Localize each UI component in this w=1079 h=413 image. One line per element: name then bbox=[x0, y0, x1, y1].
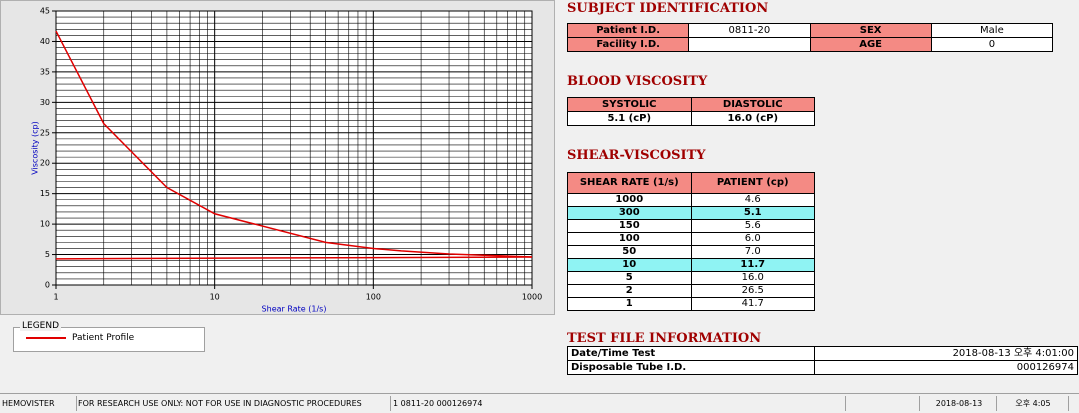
cell: Disposable Tube I.D. bbox=[567, 360, 815, 375]
cell: 16.0 (cP) bbox=[690, 111, 815, 126]
y-tick-label: 5 bbox=[45, 250, 50, 259]
section-title: SHEAR-VISCOSITY bbox=[567, 148, 706, 163]
chart: 0 5 10 15 20 25 30 35 40 45 1 10 100 1000 Shear Rate (… bbox=[31, 7, 543, 314]
cell: 10 bbox=[567, 258, 692, 272]
series-line bbox=[55, 256, 533, 260]
row: 1000 4.6 bbox=[567, 193, 815, 207]
testfile-table: Date/Time Test 2018-08-13 오후 4:01:00 Dispo… bbox=[567, 346, 1078, 375]
cell: 5 bbox=[567, 271, 692, 285]
shear-table: SHEAR RATE (1/s) PATIENT (cp) 1000 4.6 300 5.… bbox=[567, 172, 815, 311]
plot-area bbox=[55, 10, 533, 286]
y-tick-label: 25 bbox=[40, 128, 50, 137]
row: Date/Time Test 2018-08-13 오후 4:01:00 bbox=[567, 346, 1078, 361]
status-field: 1 0811-20 000126974 bbox=[391, 396, 846, 411]
cell: 5.6 bbox=[690, 219, 815, 233]
row: 5 16.0 bbox=[567, 271, 815, 285]
cell: 7.0 bbox=[690, 245, 815, 259]
legend-title: LEGEND bbox=[20, 321, 62, 331]
status-field bbox=[845, 396, 920, 411]
section-title: SUBJECT IDENTIFICATION bbox=[567, 1, 769, 16]
section-title: TEST FILE INFORMATION bbox=[567, 331, 762, 346]
cell: Patient I.D. bbox=[566, 23, 690, 38]
row: 10 11.7 bbox=[567, 258, 815, 272]
cell: 50 bbox=[567, 245, 692, 259]
row: 100 6.0 bbox=[567, 232, 815, 246]
cell: 1000 bbox=[567, 193, 692, 207]
chart-panel: 0 5 10 15 20 25 30 35 40 45 1 10 100 1000 Shear Rate (… bbox=[0, 0, 555, 315]
row: 50 7.0 bbox=[567, 245, 815, 259]
cell: SEX bbox=[809, 23, 932, 38]
legend-label: Patient Profile bbox=[72, 333, 135, 343]
row: 1 41.7 bbox=[567, 297, 815, 311]
y-tick-label: 30 bbox=[40, 98, 50, 107]
cell bbox=[688, 37, 811, 52]
cell: 6.0 bbox=[690, 232, 815, 246]
row: SHEAR RATE (1/s) PATIENT (cp) bbox=[567, 172, 815, 194]
section-title: BLOOD VISCOSITY bbox=[567, 74, 708, 89]
y-tick-label: 0 bbox=[45, 281, 50, 290]
status-field: HEMOVISTER bbox=[0, 396, 77, 411]
cell: 150 bbox=[567, 219, 692, 233]
cell: SYSTOLIC bbox=[567, 97, 692, 112]
y-tick-label: 35 bbox=[40, 67, 50, 76]
x-tick-label: 10 bbox=[210, 293, 220, 302]
cell: 2 bbox=[567, 284, 692, 298]
x-tick-label: 1 bbox=[53, 293, 58, 302]
cell: 41.7 bbox=[690, 297, 815, 311]
cell: 0811-20 bbox=[688, 23, 811, 38]
cell: DIASTOLIC bbox=[690, 97, 815, 112]
y-tick-label: 45 bbox=[40, 7, 50, 16]
y-tick-label: 10 bbox=[40, 220, 50, 229]
row: 5.1 (cP) 16.0 (cP) bbox=[567, 111, 815, 126]
status-bar: HEMOVISTER FOR RESEARCH USE ONLY: NOT FOR… bbox=[0, 393, 1079, 413]
cell: 1 bbox=[567, 297, 692, 311]
cell: 300 bbox=[567, 206, 692, 220]
cell: 5.1 bbox=[690, 206, 815, 220]
cell: Facility I.D. bbox=[566, 37, 690, 52]
cell: SHEAR RATE (1/s) bbox=[567, 172, 692, 194]
row: 300 5.1 bbox=[567, 206, 815, 220]
cell: 0 bbox=[930, 37, 1054, 52]
legend-entry: Patient Profile bbox=[26, 333, 134, 343]
y-tick-label: 40 bbox=[40, 37, 50, 46]
row: Patient I.D. 0811-20 SEX Male bbox=[566, 23, 1054, 38]
row: Disposable Tube I.D. 000126974 bbox=[567, 360, 1078, 375]
cell: 5.1 (cP) bbox=[567, 111, 692, 126]
cell: Male bbox=[930, 23, 1054, 38]
subject-table: Patient I.D. 0811-20 SEX Male Facility I.D. A… bbox=[566, 23, 1054, 52]
y-tick-label: 20 bbox=[40, 159, 50, 168]
status-field: FOR RESEARCH USE ONLY: NOT FOR USE IN DI… bbox=[76, 396, 391, 411]
cell: 100 bbox=[567, 232, 692, 246]
cell: AGE bbox=[809, 37, 932, 52]
cell: 26.5 bbox=[690, 284, 815, 298]
row: 150 5.6 bbox=[567, 219, 815, 233]
series-line bbox=[55, 30, 533, 258]
status-field: 2018-08-13 bbox=[920, 396, 997, 411]
cell: 4.6 bbox=[690, 193, 815, 207]
cell: 11.7 bbox=[690, 258, 815, 272]
row: 2 26.5 bbox=[567, 284, 815, 298]
legend: LEGEND Patient Profile bbox=[13, 321, 205, 352]
status-field: 오후 4:05 bbox=[996, 396, 1069, 411]
blood-table: SYSTOLIC DIASTOLIC 5.1 (cP) 16.0 (cP) bbox=[567, 97, 815, 126]
legend-swatch bbox=[26, 336, 66, 339]
x-tick-label: 1000 bbox=[522, 293, 542, 302]
row: Facility I.D. AGE 0 bbox=[566, 37, 1054, 52]
cell: 2018-08-13 오후 4:01:00 bbox=[814, 346, 1078, 361]
y-tick-label: 15 bbox=[40, 189, 50, 198]
cell: Date/Time Test bbox=[567, 346, 815, 361]
cell: PATIENT (cp) bbox=[690, 172, 815, 194]
x-tick-label: 100 bbox=[366, 293, 381, 302]
x-axis-label: Shear Rate (1/s) bbox=[262, 305, 327, 314]
row: SYSTOLIC DIASTOLIC bbox=[567, 97, 815, 112]
cell: 000126974 bbox=[814, 360, 1078, 375]
cell: 16.0 bbox=[690, 271, 815, 285]
y-axis-label: Viscosity (cp) bbox=[31, 121, 40, 175]
